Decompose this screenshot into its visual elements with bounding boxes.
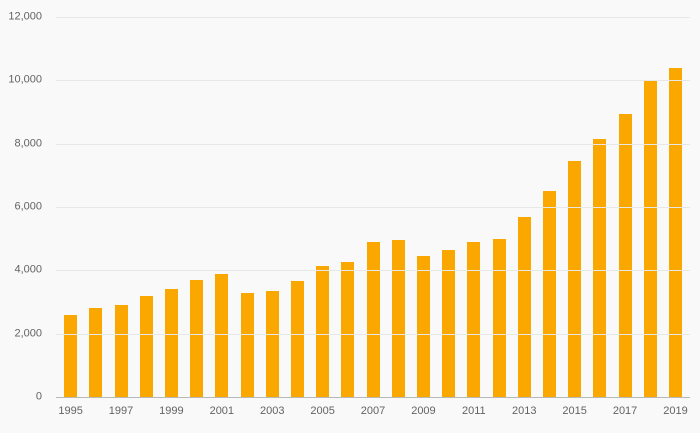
bar-slot bbox=[234, 17, 259, 397]
bar-slot: 2009 bbox=[411, 17, 436, 417]
bar-1997 bbox=[114, 305, 128, 397]
bar-slot: 2015 bbox=[562, 17, 587, 417]
bar-slot: 1999 bbox=[159, 17, 184, 417]
bar-slot bbox=[587, 17, 612, 397]
x-axis-tick-label: 1997 bbox=[108, 405, 134, 417]
bar-slot: 1997 bbox=[108, 17, 133, 417]
bar-2013 bbox=[517, 216, 531, 397]
gridline bbox=[56, 333, 690, 335]
y-axis-tick-label: 0 bbox=[35, 390, 42, 403]
x-axis-tick-label: 2003 bbox=[259, 405, 285, 417]
bar-2007 bbox=[366, 241, 380, 397]
bar-slot: 1995 bbox=[58, 17, 83, 417]
x-axis-tick-label: 2007 bbox=[360, 405, 386, 417]
plot-area: 1995 1997 1999 2001 2003 2005 2007 2009 2011 2013… bbox=[8, 11, 690, 417]
y-axis-tick-label: 4,000 bbox=[14, 263, 42, 276]
bar-slot: 2017 bbox=[612, 17, 637, 417]
x-axis-tick-label: 2019 bbox=[663, 405, 688, 417]
x-axis-tick-label: 2013 bbox=[512, 405, 537, 417]
bar-2019 bbox=[668, 67, 682, 397]
bar-2014 bbox=[542, 191, 556, 397]
bar-2002 bbox=[240, 292, 254, 397]
bar-2009 bbox=[416, 256, 430, 397]
bar-2016 bbox=[593, 138, 607, 397]
gridline bbox=[56, 270, 690, 272]
bar-slot bbox=[486, 17, 511, 397]
bar-slot: 2005 bbox=[310, 17, 335, 417]
bars: 1995 1997 1999 2001 2003 2005 2007 2009 2011 2013… bbox=[56, 17, 690, 417]
bar-2004 bbox=[290, 281, 304, 397]
x-axis-tick-label: 1999 bbox=[159, 405, 184, 417]
bar-slot: 2019 bbox=[663, 17, 688, 417]
bar-slot bbox=[386, 17, 411, 397]
bar-slot: 2001 bbox=[209, 17, 234, 417]
bar-2018 bbox=[643, 80, 657, 397]
bar-2005 bbox=[316, 265, 330, 397]
bar-slot: 2013 bbox=[512, 17, 537, 417]
x-axis-tick-label: 2009 bbox=[411, 405, 436, 417]
bar-2011 bbox=[467, 241, 481, 397]
gridline bbox=[56, 17, 690, 18]
bar-2006 bbox=[341, 262, 355, 397]
bar-2012 bbox=[492, 238, 506, 397]
bar-slot bbox=[184, 17, 209, 397]
bar-slot bbox=[83, 17, 108, 397]
bar-1995 bbox=[64, 314, 78, 397]
bar-2015 bbox=[568, 161, 582, 397]
gridline bbox=[56, 80, 690, 82]
y-axis-tick-label: 8,000 bbox=[14, 137, 42, 150]
y-axis-tick-label: 10,000 bbox=[8, 73, 42, 86]
bar-2017 bbox=[618, 113, 632, 397]
bar-slot bbox=[285, 17, 310, 397]
bar-slot bbox=[134, 17, 159, 397]
x-axis-tick-label: 2011 bbox=[462, 405, 486, 417]
y-axis-tick-label: 12,000 bbox=[8, 10, 42, 23]
x-axis-tick-label: 2015 bbox=[562, 405, 587, 417]
bar-1998 bbox=[139, 295, 153, 397]
bar-1996 bbox=[89, 308, 103, 397]
x-axis-tick-label: 2001 bbox=[209, 405, 235, 417]
bar-2001 bbox=[215, 273, 229, 397]
y-axis-tick-label: 6,000 bbox=[14, 200, 42, 213]
bar-slot: 2003 bbox=[260, 17, 285, 417]
bar-2000 bbox=[190, 279, 204, 397]
x-axis-tick-label: 1995 bbox=[58, 405, 83, 417]
bar-slot bbox=[436, 17, 461, 397]
y-axis-tick-label: 2,000 bbox=[14, 327, 42, 340]
bar-2008 bbox=[391, 240, 405, 397]
x-axis-line bbox=[56, 397, 690, 398]
bar-slot bbox=[537, 17, 562, 397]
bar-slot bbox=[335, 17, 360, 397]
bar-slot: 2011 bbox=[461, 17, 486, 417]
gridline bbox=[56, 207, 690, 208]
x-axis-tick-label: 2005 bbox=[310, 405, 335, 417]
gridline bbox=[56, 143, 690, 145]
bar-2003 bbox=[265, 290, 279, 397]
bar-slot: 2007 bbox=[360, 17, 385, 417]
bar-2010 bbox=[442, 249, 456, 397]
bar-1999 bbox=[164, 289, 178, 397]
x-axis-tick-label: 2017 bbox=[612, 405, 638, 417]
bar-slot bbox=[638, 17, 663, 397]
